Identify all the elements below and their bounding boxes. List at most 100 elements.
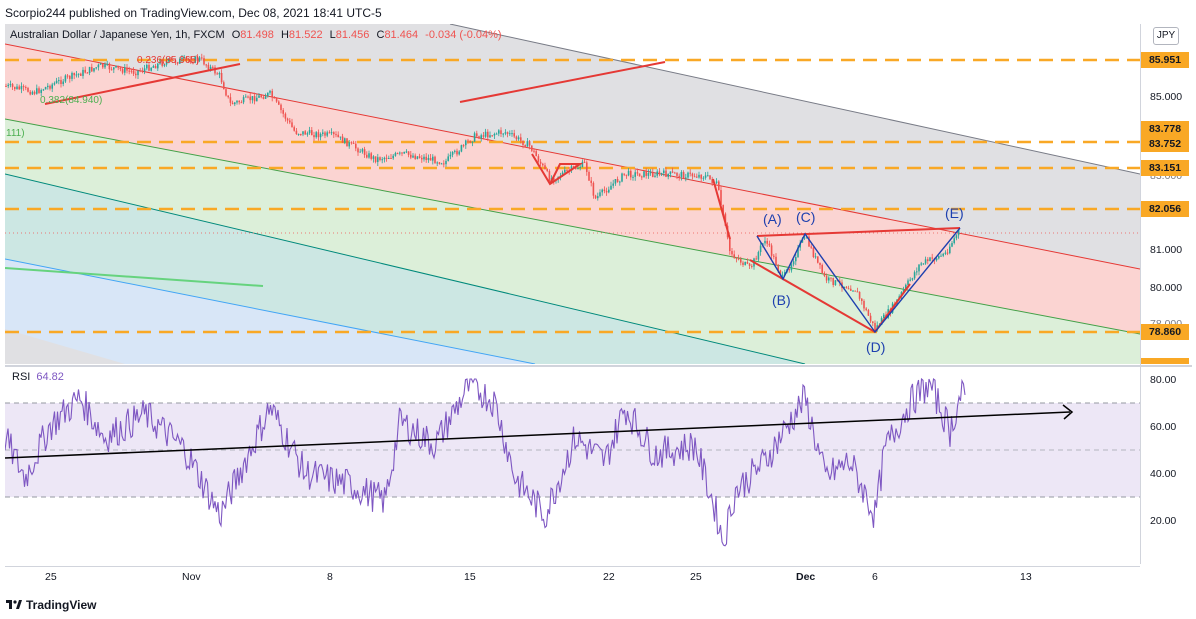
candle-body: [715, 181, 718, 183]
time-label-nov22: 22: [603, 571, 615, 583]
candle-body: [51, 84, 53, 89]
candle-body: [583, 161, 586, 163]
candle-body: [621, 173, 623, 182]
candle-body: [524, 145, 526, 147]
candle-body: [522, 140, 524, 146]
rsi-svg[interactable]: [5, 368, 1140, 564]
candle-body: [834, 280, 837, 286]
candle-body: [601, 189, 603, 193]
candle-body: [905, 284, 907, 290]
flag-pattern[interactable]: [531, 153, 584, 186]
level-badge-78860: 78.860: [1141, 324, 1189, 340]
tradingview-brand[interactable]: TradingView: [6, 598, 96, 612]
rsi-line[interactable]: [5, 377, 966, 547]
candle-body: [456, 150, 458, 155]
candle-body: [784, 272, 786, 275]
candle-body: [311, 130, 313, 136]
publish-info: Scorpio244 published on TradingView.com,…: [5, 6, 382, 20]
candle-body: [258, 95, 260, 98]
candle-body: [797, 247, 799, 258]
trendline-mid[interactable]: [459, 61, 666, 103]
candle-body: [949, 246, 951, 254]
candle-body: [218, 72, 221, 75]
candle-body: [128, 70, 130, 72]
candle-body: [436, 162, 438, 164]
candle-body: [284, 113, 287, 119]
candle-body: [951, 243, 953, 247]
candle-body: [471, 141, 474, 143]
candle-body: [115, 65, 117, 68]
channel-line-red-top: [5, 43, 1140, 270]
candle-body: [361, 149, 364, 152]
trendline-upper-left[interactable]: [44, 63, 241, 105]
candle-body: [289, 120, 291, 123]
candle-body: [71, 72, 73, 79]
candle-body: [920, 263, 922, 265]
candle-body: [627, 170, 630, 176]
price-axis[interactable]: [1140, 24, 1195, 564]
candle-body: [927, 259, 929, 262]
candle-body: [302, 131, 304, 135]
candle-body: [513, 133, 515, 137]
candle-body: [922, 263, 925, 265]
candle-body: [931, 257, 933, 259]
candle-body: [511, 133, 513, 135]
candle-body: [260, 95, 262, 98]
candle-body: [561, 172, 564, 176]
candle-body: [344, 138, 346, 143]
triangle-lower-trend[interactable]: [749, 259, 876, 333]
candle-body: [685, 177, 687, 179]
candle-body: [29, 91, 31, 95]
triangle-upper-trend[interactable]: [756, 227, 961, 237]
candle-body: [691, 173, 694, 177]
candle-body: [489, 135, 491, 138]
candle-body: [616, 179, 619, 183]
candle-body: [130, 70, 133, 72]
rsi-value: 64.82: [36, 371, 64, 383]
channel-green-zone: [5, 119, 1140, 364]
candle-body: [319, 133, 322, 138]
candle-body: [407, 151, 410, 155]
candle-body: [812, 247, 815, 257]
candle-body: [935, 258, 938, 261]
candle-body: [654, 175, 656, 177]
candle-body: [381, 159, 383, 161]
price-chart-pane[interactable]: [5, 24, 1140, 364]
candle-body: [942, 253, 944, 256]
candle-body: [865, 308, 867, 311]
candle-body: [687, 172, 689, 178]
candle-body: [64, 75, 67, 82]
time-axis[interactable]: 25 Nov 8 15 22 25 Dec 6 13: [5, 566, 1140, 589]
candle-body: [854, 290, 856, 292]
candle-body: [119, 67, 122, 70]
rsi-pane[interactable]: [5, 368, 1140, 564]
time-label-nov15: 15: [464, 571, 476, 583]
candle-body: [201, 57, 203, 59]
candle-body: [421, 157, 423, 160]
candle-body: [238, 100, 240, 103]
candle-body: [460, 145, 463, 152]
candle-body: [438, 162, 441, 164]
breakdown-line[interactable]: [712, 178, 731, 240]
time-label-oct25: 25: [45, 571, 57, 583]
wave-label-d: (D): [866, 339, 886, 355]
candle-body: [929, 257, 931, 262]
pane-separator[interactable]: [5, 365, 1192, 367]
candle-body: [590, 180, 592, 183]
time-label-dec6: 6: [872, 571, 878, 583]
candle-body: [280, 104, 282, 111]
candle-body: [775, 256, 777, 266]
candle-body: [91, 66, 93, 72]
candle-body: [104, 64, 106, 68]
candle-body: [656, 171, 658, 176]
currency-badge[interactable]: JPY: [1153, 27, 1179, 45]
price-chart-svg[interactable]: [5, 24, 1140, 364]
fib-label-edge: 111): [6, 128, 25, 139]
candle-body: [678, 175, 680, 177]
elliott-wave-path[interactable]: [756, 227, 961, 334]
candle-body: [350, 142, 353, 144]
rsi-trendline[interactable]: [5, 411, 1071, 459]
candle-body: [390, 158, 392, 160]
candle-body: [36, 88, 38, 94]
candle-body: [482, 135, 485, 137]
